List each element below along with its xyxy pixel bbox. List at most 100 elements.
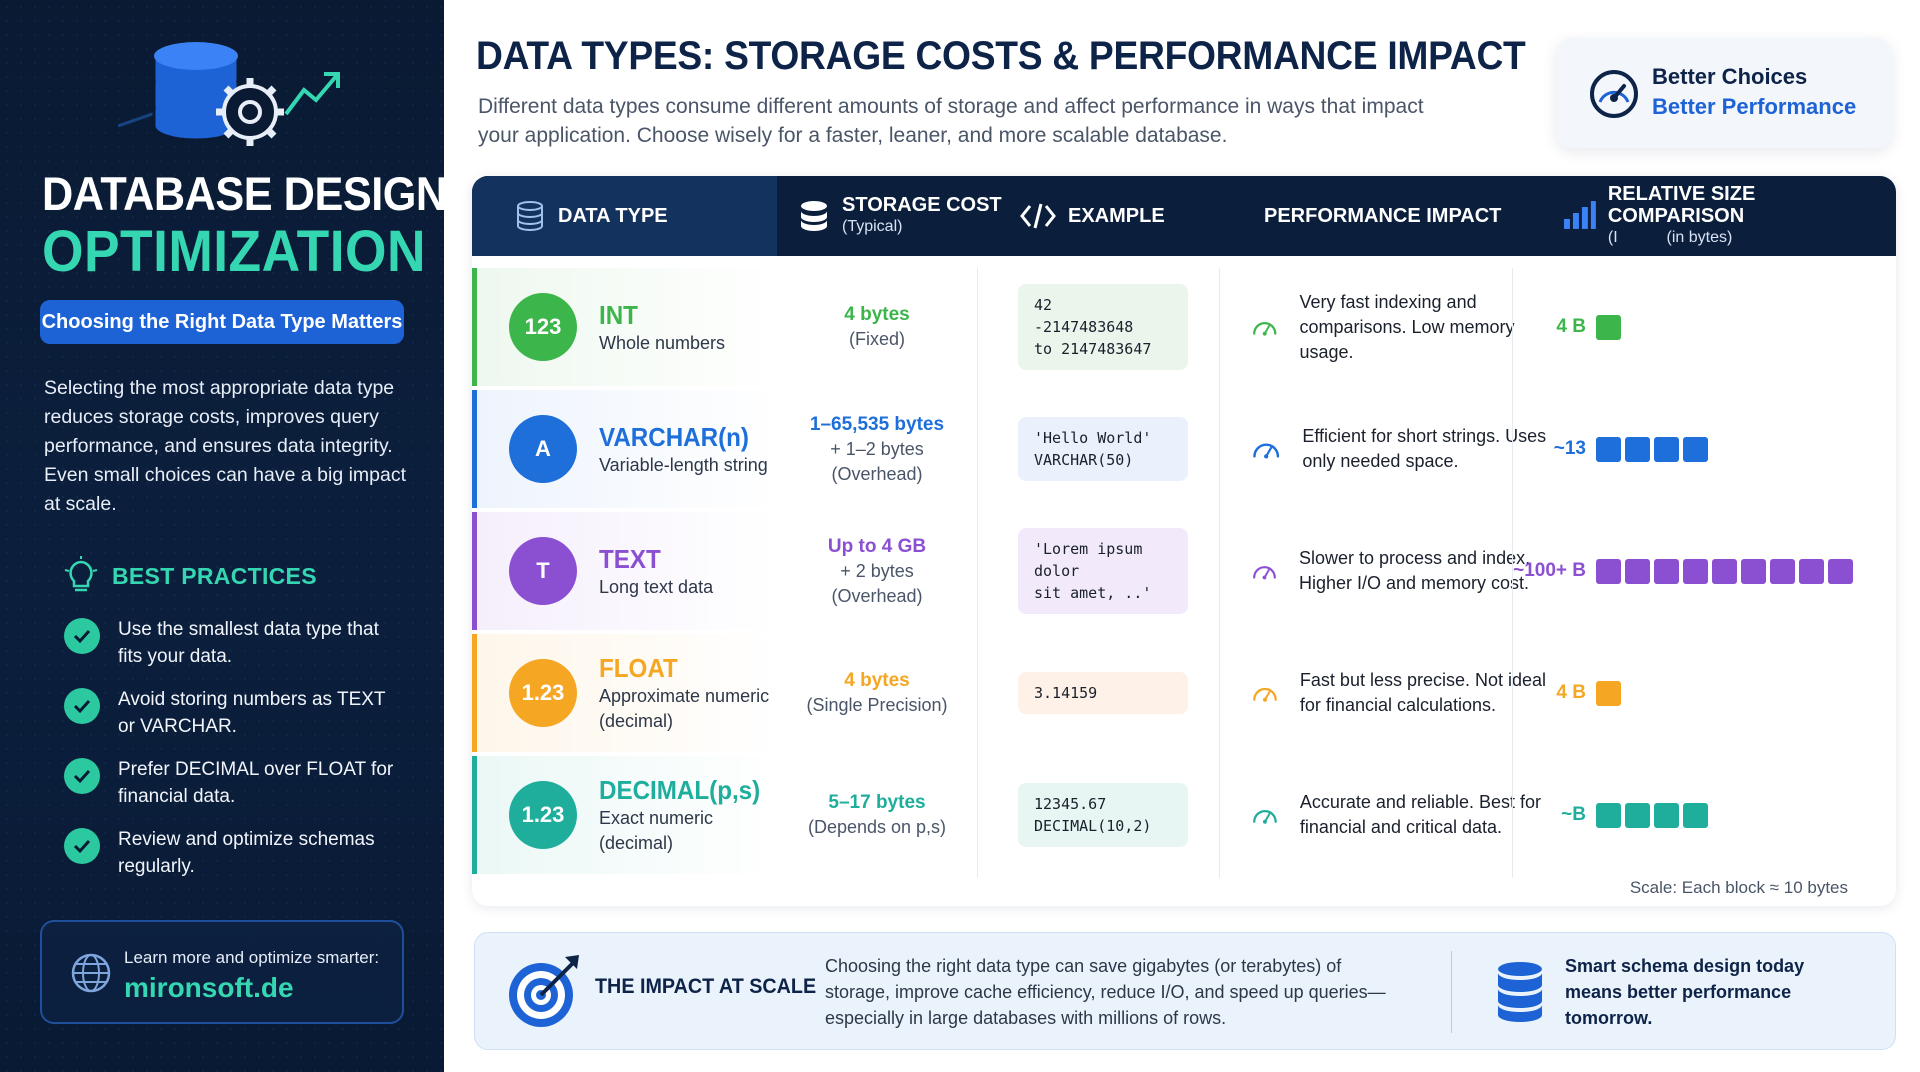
cell-storage-cost: 4 bytes (Fixed) [777,268,977,386]
cell-performance: Fast but less precise. Not ideal for fin… [1252,634,1552,752]
footer-website-link[interactable]: mironsoft.de [124,972,294,1003]
example-code: 42 -2147483648 to 2147483647 [1018,284,1188,370]
globe-icon [71,953,111,993]
storage-cost-main: 5–17 bytes [828,792,926,813]
storage-cost-sub: (Fixed) [848,329,905,349]
cell-example: 12345.67 DECIMAL(10,2) [1018,756,1188,874]
table-header: DATA TYPE STORAGE COST (Typical) EXAMPLE … [472,176,1896,256]
cell-relative-size: ~B [1512,756,1896,874]
type-name: FLOAT [599,653,678,683]
size-block [1654,802,1679,828]
scale-note: Scale: Each block ≈ 10 bytes [1629,878,1848,897]
storage-cost-sub: + 1–2 bytes [830,438,924,459]
data-types-table: DATA TYPE STORAGE COST (Typical) EXAMPLE … [472,176,1896,906]
size-block [1596,802,1621,828]
header-storage-cost-sub: (Typical) [842,218,903,235]
header-performance-label: PERFORMANCE IMPACT [1264,204,1502,227]
code-icon [1020,203,1056,229]
impact-banner: THE IMPACT AT SCALE Choosing the right d… [474,932,1896,1050]
banner-description: Choosing the right data type can save gi… [825,956,1386,1028]
cell-storage-cost: 1–65,535 bytes + 1–2 bytes (Overhead) [777,390,977,508]
size-block [1683,802,1708,828]
best-practice-text: Review and optimize schemas regularly. [118,829,375,877]
example-code: 12345.67 DECIMAL(10,2) [1018,783,1188,847]
header-storage-cost: STORAGE COST (Typical) [798,176,1002,256]
cell-data-type: 1.23 FLOAT Approximate numeric (decimal) [472,634,777,752]
banner-title: THE IMPACT AT SCALE [595,975,817,998]
performance-text: Slower to process and index. Higher I/O … [1298,548,1531,593]
best-practices-list: Use the smallest data type that fits you… [64,616,404,896]
example-code: 'Hello World' VARCHAR(50) [1018,417,1188,481]
cell-performance: Very fast indexing and comparisons. Low … [1252,268,1552,386]
storage-cost-main: 1–65,535 bytes [809,413,945,435]
sidebar-description: Selecting the most appropriate data type… [44,377,407,515]
storage-cost-sub: + 2 bytes [840,560,914,581]
size-label: ~13 [1553,438,1586,459]
better-choices-badge: Better Choices Better Performance [1556,38,1892,148]
type-description: Approximate numeric (decimal) [599,686,770,731]
header-relative-size: RELATIVE SIZE COMPARISON (I (in bytes) [1562,176,1896,256]
storage-cost-sub: (Single Precision) [806,695,948,715]
performance-text: Efficient for short strings. Uses only n… [1302,426,1547,471]
size-block [1654,436,1679,462]
performance-gauge-icon [1253,810,1277,824]
size-label: 4 B [1556,316,1586,337]
cell-performance: Efficient for short strings. Uses only n… [1252,390,1552,508]
performance-gauge-icon [1253,566,1276,580]
page-subtitle: Different data types consume different a… [478,95,1424,147]
sidebar-title-line1: DATABASE DESIGN [42,167,444,220]
type-name: TEXT [599,543,661,574]
size-block [1625,802,1650,828]
storage-cost-extra: (Overhead) [831,585,923,606]
size-block [1712,558,1737,584]
size-label: ~B [1561,804,1586,825]
storage-cost-main: Up to 4 GB [827,535,927,557]
type-description: Long text data [599,576,714,597]
cell-data-type: 123 INT Whole numbers [472,268,777,386]
size-block [1596,558,1621,584]
best-practice-text: Prefer DECIMAL over FLOAT for financial … [118,759,394,807]
best-practice-text: Use the smallest data type that fits you… [118,619,379,667]
best-practices-title: BEST PRACTICES [112,562,317,589]
performance-text: Very fast indexing and comparisons. Low … [1299,291,1515,362]
check-icon [64,618,100,654]
type-badge-icon: A [509,415,577,483]
size-blocks [1596,802,1708,828]
cell-example: 'Hello World' VARCHAR(50) [1018,390,1188,508]
page-title: DATA TYPES: STORAGE COSTS & PERFORMANCE … [476,34,1526,78]
cell-relative-size: 4 B [1512,268,1896,386]
best-practices-heading: BEST PRACTICES [64,556,317,596]
header-data-type: DATA TYPE [514,176,668,256]
table-row: T TEXT Long text data Up to 4 GB + 2 byt… [472,512,1896,630]
header-storage-cost-label: STORAGE COST [842,194,1002,216]
performance-gauge-icon [1253,443,1280,459]
type-badge-icon: 1.23 [509,781,577,849]
cell-performance: Slower to process and index. Higher I/O … [1252,512,1552,630]
type-badge-icon: 1.23 [509,659,577,727]
storage-cost-main: 4 bytes [844,670,910,691]
type-description: Whole numbers [599,332,726,353]
header-size-unit: (in bytes) [1666,229,1733,246]
type-name: VARCHAR(n) [599,421,749,452]
best-practice-item: Prefer DECIMAL over FLOAT for financial … [64,756,404,810]
storage-stack-icon [801,201,827,231]
cell-relative-size: ~100+ B [1512,512,1896,630]
header-size-prefix: (I [1607,229,1618,246]
size-block [1596,436,1621,462]
sidebar: DATABASE DESIGN OPTIMIZATION Choosing th… [0,0,444,1072]
performance-gauge-icon [1253,322,1277,336]
storage-cost-main: 4 bytes [844,304,910,325]
size-block [1741,558,1766,584]
header-performance-impact: PERFORMANCE IMPACT [1264,176,1501,256]
storage-cost-sub: (Depends on p,s) [807,817,947,837]
cell-example: 3.14159 [1018,634,1188,752]
size-block [1770,558,1795,584]
size-blocks [1596,436,1708,462]
cell-relative-size: ~13 [1512,390,1896,508]
footer-label: Learn more and optimize smarter: [124,948,380,967]
lightbulb-icon [64,556,98,592]
database-icon [1498,962,1542,1022]
cell-performance: Accurate and reliable. Best for financia… [1252,756,1552,874]
size-block [1683,558,1708,584]
target-icon [509,955,579,1027]
